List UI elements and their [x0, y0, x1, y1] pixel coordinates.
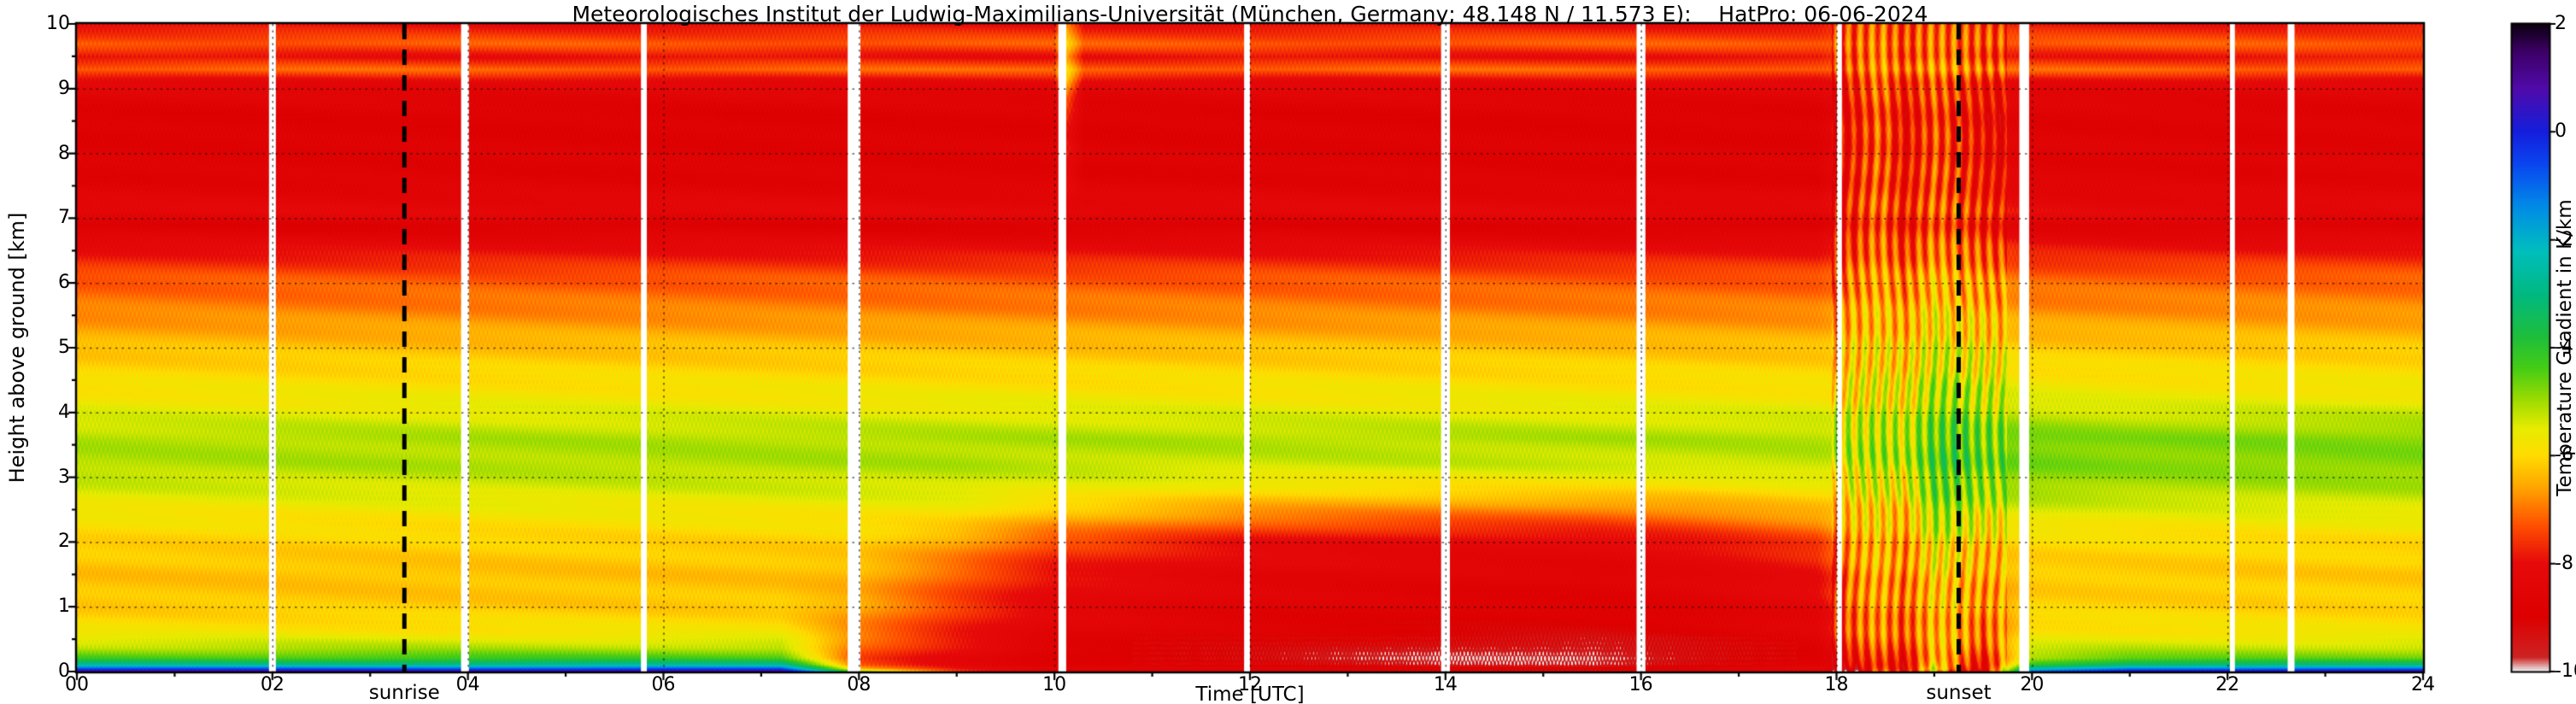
sunset-label: sunset: [1926, 682, 1992, 704]
colorbar-tick-label: -2: [2555, 228, 2573, 250]
colorbar-tick-label: -4: [2555, 337, 2573, 358]
x-tick-label: 10: [1042, 674, 1067, 695]
x-tick-label: 18: [1824, 674, 1849, 695]
y-tick-label: 10: [46, 13, 70, 34]
x-tick-label: 04: [455, 674, 480, 695]
y-tick-label: 3: [58, 466, 70, 488]
y-tick-label: 1: [58, 595, 70, 618]
y-tick-label: 7: [58, 207, 70, 229]
y-tick-label: 5: [58, 337, 70, 358]
chart-title: Meteorologisches Institut der Ludwig-Max…: [572, 2, 1928, 26]
x-tick-label: 20: [2020, 674, 2045, 695]
y-tick-label: 6: [58, 272, 70, 294]
x-tick-label: 22: [2215, 674, 2240, 695]
x-tick-label: 06: [651, 674, 676, 695]
x-tick-label: 12: [1238, 674, 1262, 695]
y-tick-label: 9: [58, 77, 70, 99]
colorbar-tick-label: -10: [2555, 660, 2576, 682]
y-tick-label: 4: [58, 401, 70, 423]
x-tick-label: 24: [2411, 674, 2435, 695]
colorbar-tick-label: -8: [2555, 552, 2573, 574]
y-tick-label: 0: [58, 660, 70, 682]
y-tick-label: 8: [58, 142, 70, 164]
x-tick-label: 16: [1628, 674, 1653, 695]
y-tick-label: 2: [58, 531, 70, 553]
colorbar-tick-label: -6: [2555, 444, 2573, 466]
colorbar-tick-label: 0: [2555, 120, 2567, 143]
x-tick-label: 02: [260, 674, 285, 695]
x-tick-label: 08: [847, 674, 871, 695]
x-tick-label: 00: [65, 674, 89, 695]
sunrise-label: sunrise: [368, 682, 440, 704]
colorbar-tick-label: 2: [2555, 13, 2567, 34]
x-axis-label: Time [UTC]: [1195, 683, 1305, 704]
x-tick-label: 14: [1433, 674, 1458, 695]
